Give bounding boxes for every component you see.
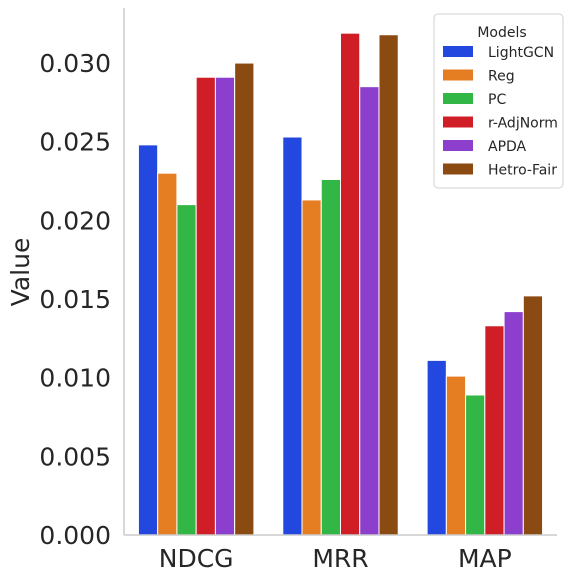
- x-tick-label: MRR: [312, 544, 368, 573]
- y-axis-label: Value: [6, 238, 35, 307]
- legend-swatch: [443, 69, 473, 81]
- y-tick-labels: 0.000 0.005 0.010 0.015 0.020 0.025 0.030: [39, 49, 111, 550]
- bar-r-adjnorm-ndcg: [195, 76, 216, 536]
- bar-pc-map: [465, 394, 486, 536]
- bar-apda-map: [503, 311, 524, 536]
- bar-pc-ndcg: [176, 204, 197, 536]
- legend-swatch: [443, 163, 473, 175]
- y-tick-label: 0.000: [39, 521, 111, 550]
- x-tick-labels: NDCG MRR MAP: [159, 544, 512, 573]
- y-tick-label: 0.005: [39, 442, 111, 471]
- bar-hetro-fair-ndcg: [234, 62, 255, 536]
- bar-reg-map: [445, 375, 467, 536]
- x-tick-label: NDCG: [159, 544, 234, 573]
- legend-entry-label: r-AdjNorm: [488, 116, 558, 132]
- legend-swatch: [443, 46, 473, 57]
- legend: Models LightGCN Reg PC r-AdjNorm APDA Hetro-F…: [433, 13, 564, 189]
- y-tick-label: 0.030: [39, 49, 111, 78]
- y-tick-label: 0.020: [39, 206, 111, 235]
- legend-swatch: [443, 93, 473, 104]
- bar-hetro-fair-map: [522, 295, 544, 536]
- bar-hetro-fair-mrr: [378, 34, 399, 536]
- legend-entry-label: APDA: [488, 139, 527, 155]
- legend-entry-label: PC: [488, 92, 506, 108]
- bar-lightgcn-map: [426, 359, 447, 536]
- legend-entry-label: LightGCN: [488, 45, 554, 61]
- y-tick-label: 0.015: [39, 285, 111, 314]
- legend-entry-label: Hetro-Fair: [488, 163, 557, 179]
- bar-lightgcn-ndcg: [137, 144, 159, 536]
- bar-reg-ndcg: [157, 172, 178, 536]
- legend-swatch: [443, 116, 473, 128]
- bar-r-adjnorm-map: [484, 325, 505, 536]
- bar-apda-mrr: [359, 86, 380, 536]
- bar-apda-ndcg: [214, 76, 236, 536]
- x-tick-label: MAP: [458, 544, 512, 573]
- legend-swatch: [443, 140, 473, 151]
- bars-group: [137, 32, 544, 536]
- y-tick-label: 0.010: [39, 364, 111, 393]
- bar-r-adjnorm-mrr: [340, 32, 361, 536]
- y-tick-label: 0.025: [39, 128, 111, 157]
- bar-pc-mrr: [320, 178, 342, 536]
- bar-reg-mrr: [301, 199, 322, 536]
- legend-items: LightGCN Reg PC r-AdjNorm APDA Hetro-Fair: [443, 45, 558, 179]
- bar-lightgcn-mrr: [282, 136, 303, 536]
- legend-entry-label: Reg: [488, 69, 515, 85]
- legend-title: Models: [477, 25, 526, 41]
